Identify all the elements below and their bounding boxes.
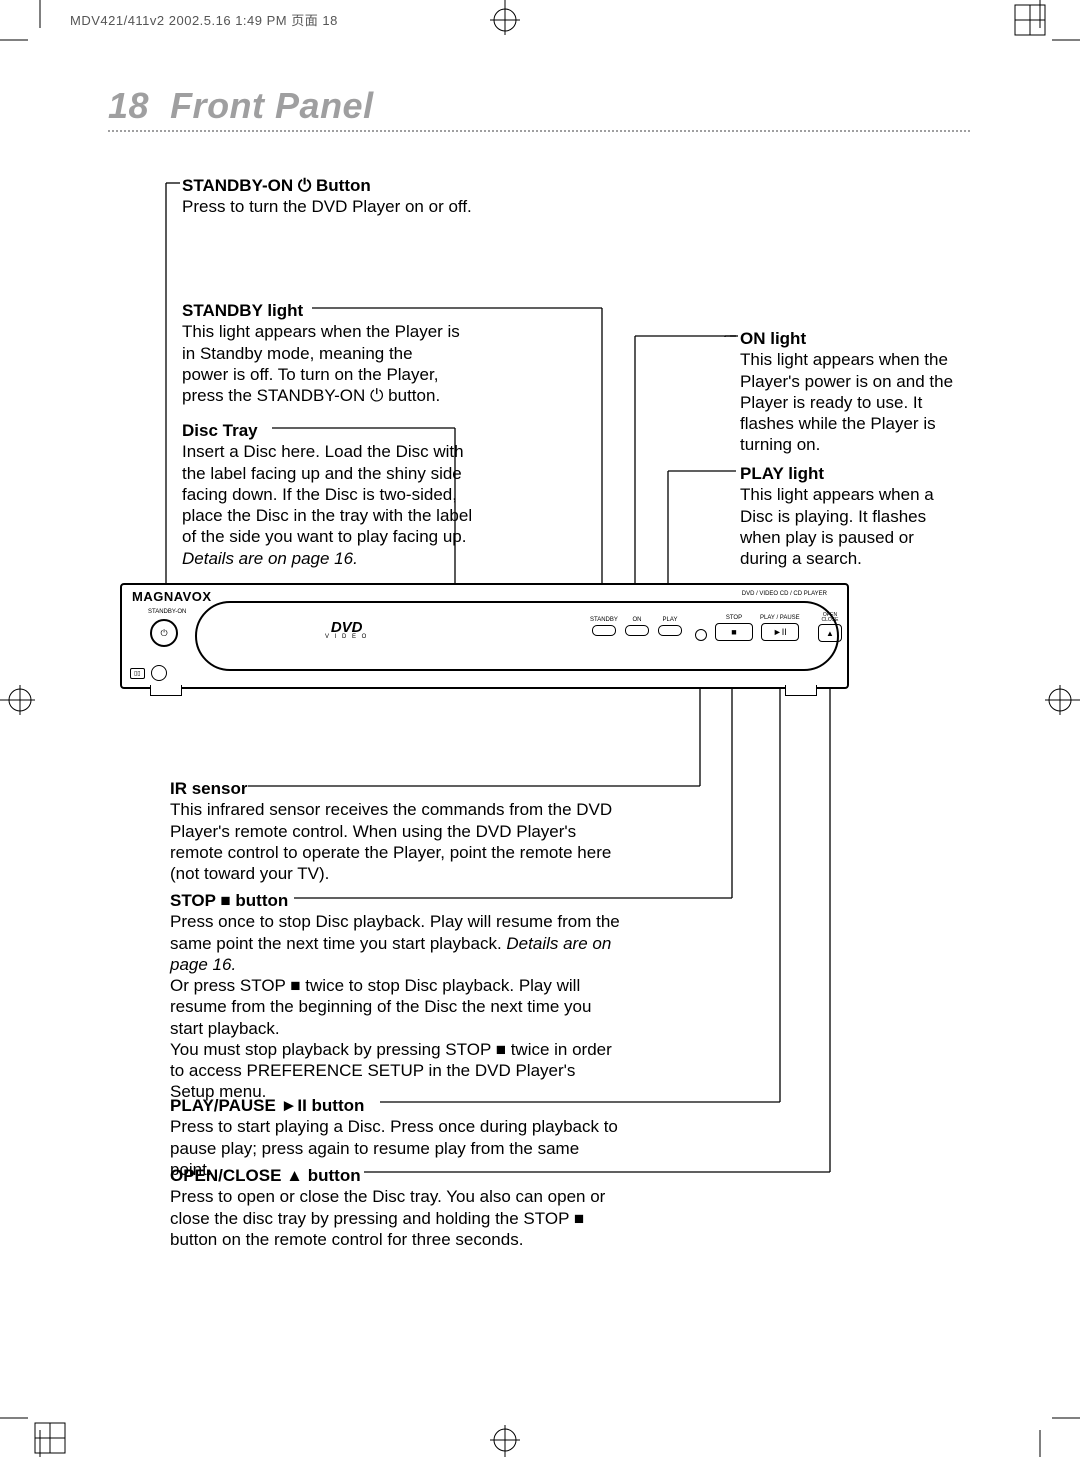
callout-on-light: ON light This light appears when the Pla…: [740, 328, 960, 456]
callout-play-light: PLAY light This light appears when a Dis…: [740, 463, 950, 569]
play-pause-button[interactable]: PLAY / PAUSE ►II: [760, 615, 800, 641]
open-close-button[interactable]: OPEN CLOSE ▲: [818, 613, 842, 642]
player-foot-left: [150, 685, 182, 696]
page-title-text: Front Panel: [170, 85, 374, 126]
power-icon: ⏻: [160, 628, 167, 639]
callout-standby-light: STANDBY light This light appears when th…: [182, 300, 462, 406]
player-foot-right: [785, 685, 817, 696]
title-rule: [108, 130, 970, 132]
print-header: MDV421/411v2 2002.5.16 1:49 PM 页面 18: [70, 10, 338, 29]
dvd-player: MAGNAVOX DVD / VIDEO CD / CD PLAYER ▯▯ S…: [120, 583, 845, 695]
page-title: 18 Front Panel: [108, 85, 374, 127]
dolby-badge-icon: ▯▯: [130, 668, 145, 679]
play-light: PLAY: [658, 617, 682, 636]
dvd-logo: DVD V I D E O: [325, 621, 368, 640]
player-badges: ▯▯: [130, 665, 167, 681]
callout-open-close: OPEN/CLOSE ▲ button Press to open or clo…: [170, 1165, 620, 1250]
ir-sensor: [695, 629, 707, 641]
callout-disc-tray: Disc Tray Insert a Disc here. Load the D…: [182, 420, 482, 569]
standby-button[interactable]: ⏻: [150, 619, 178, 647]
on-light: ON: [625, 617, 649, 636]
standby-label: STANDBY-ON: [148, 609, 186, 615]
page-number: 18: [108, 85, 149, 126]
callout-standby-on: STANDBY-ON ⏻ Button Press to turn the DV…: [182, 175, 482, 218]
player-brand: MAGNAVOX: [132, 589, 212, 604]
player-type-label: DVD / VIDEO CD / CD PLAYER: [742, 591, 827, 597]
callout-ir-sensor: IR sensor This infrared sensor receives …: [170, 778, 615, 884]
callout-stop: STOP ■ button Press once to stop Disc pl…: [170, 890, 620, 1103]
stop-button[interactable]: STOP ■: [715, 615, 753, 641]
standby-light: STANDBY: [590, 617, 618, 636]
cd-badge-icon: [151, 665, 167, 681]
